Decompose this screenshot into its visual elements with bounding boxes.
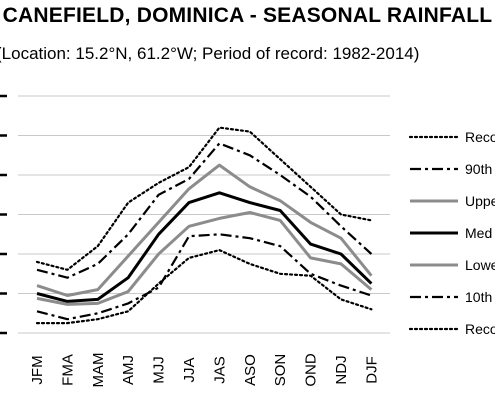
series-line	[35, 249, 373, 325]
x-tick-label: SON	[272, 354, 289, 387]
series-line	[36, 142, 373, 279]
legend-label: 10th	[465, 289, 492, 305]
x-tick-label: NDJ	[333, 355, 350, 384]
legend-label: Uppe	[465, 193, 495, 209]
series-line	[35, 126, 373, 271]
x-tick-label: JFM	[29, 355, 46, 384]
series-line	[36, 191, 373, 303]
legend-label: Lowe	[465, 257, 495, 273]
x-tick-label: FMA	[59, 354, 76, 386]
x-tick-label: OND	[303, 353, 320, 387]
x-tick-label: JJA	[181, 357, 198, 382]
chart-subtitle: (Location: 15.2°N, 61.2°W; Period of rec…	[0, 44, 420, 63]
x-tick-label: DJF	[363, 356, 380, 384]
legend-label: Reco	[465, 129, 495, 145]
chart-title: CANEFIELD, DOMINICA - SEASONAL RAINFALL	[2, 4, 493, 27]
x-tick-label: MAM	[90, 353, 107, 388]
series-line	[36, 163, 373, 297]
x-tick-label: MJJ	[151, 356, 168, 384]
x-tick-label: ASO	[242, 354, 259, 386]
x-tick-label: AMJ	[120, 355, 137, 385]
series-line	[36, 233, 372, 321]
legend-label: 90th	[465, 161, 492, 177]
legend-label: Med	[465, 225, 492, 241]
legend-label: Reco	[465, 321, 495, 337]
series-line	[36, 211, 373, 306]
x-tick-label: JAS	[211, 356, 228, 384]
